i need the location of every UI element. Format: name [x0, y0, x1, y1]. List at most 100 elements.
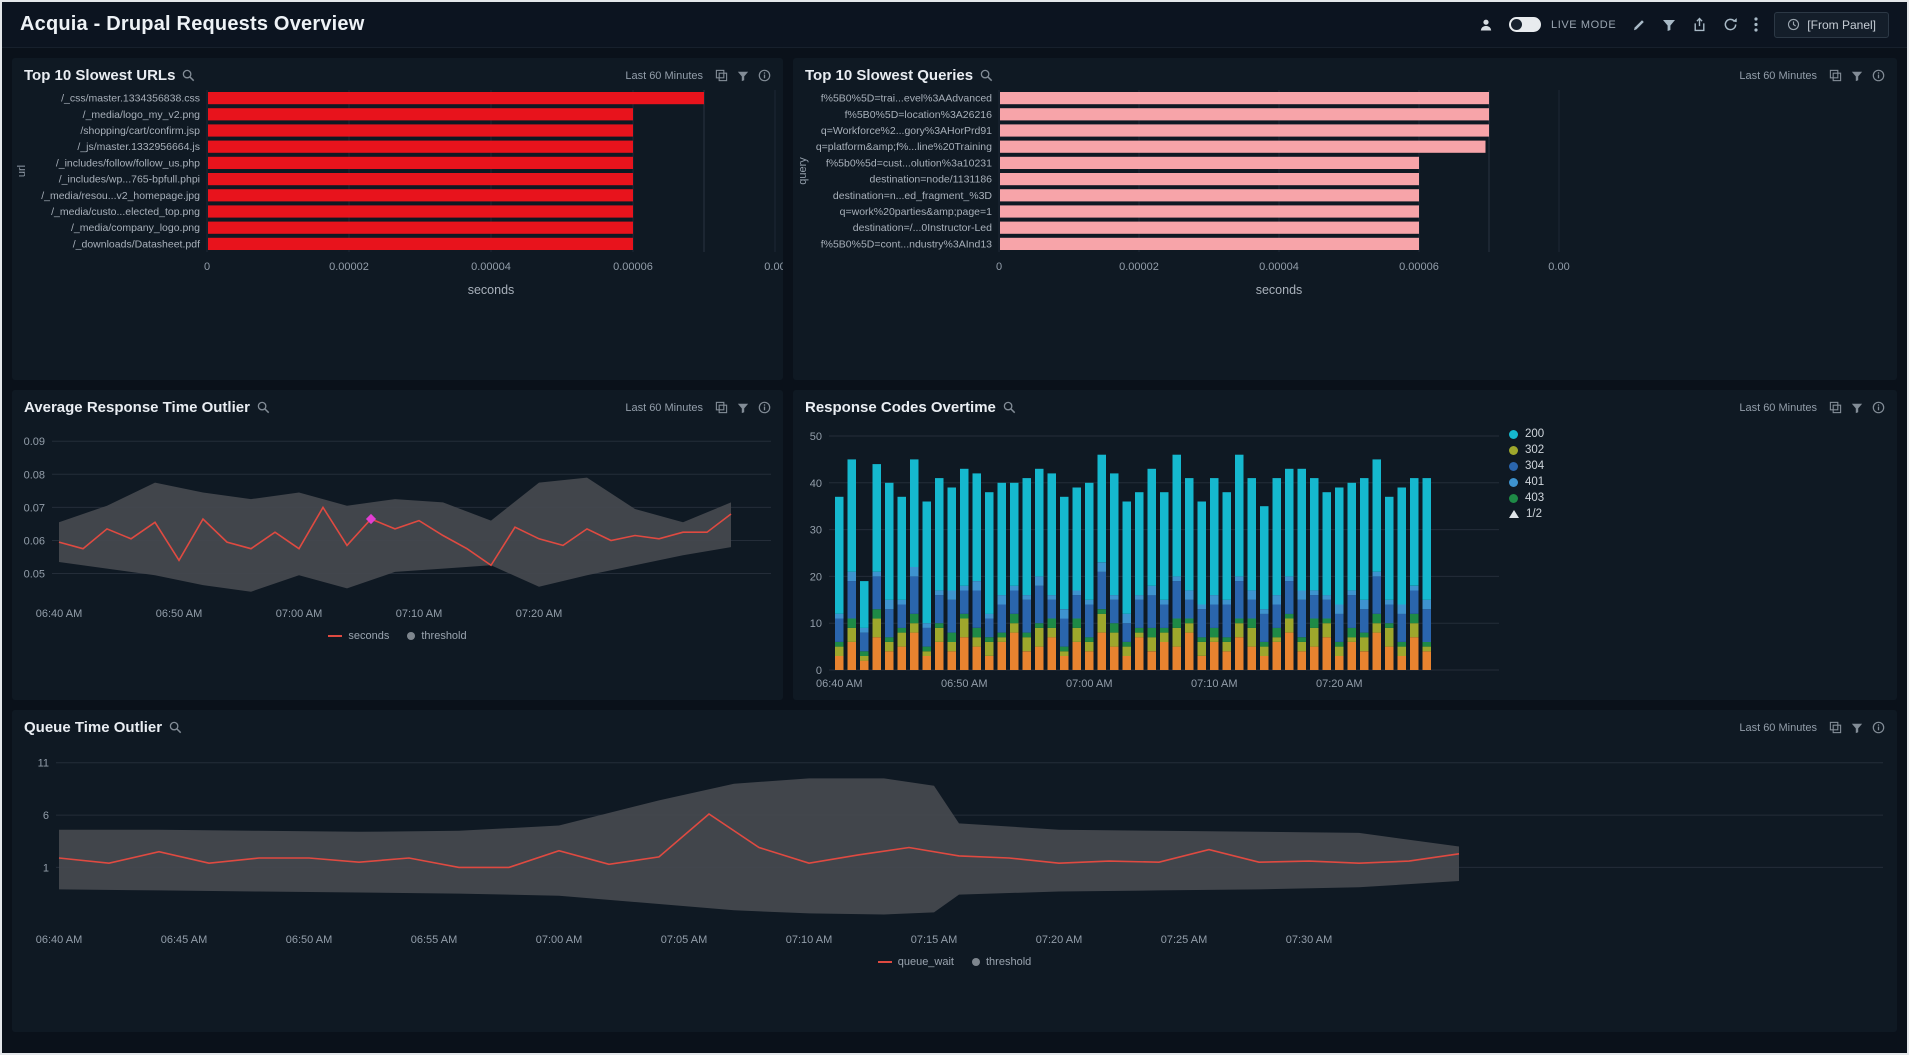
refresh-icon[interactable] [1723, 17, 1738, 32]
toggle-knob [1510, 19, 1522, 30]
response-time-chart[interactable]: 0.05 0.06 0.07 0.08 0.09 06:40 AM 06:50 AM 07:0… [12, 420, 783, 626]
svg-text:07:20 AM: 07:20 AM [516, 608, 562, 620]
svg-text:1: 1 [43, 862, 49, 874]
svg-text:destination=n...ed_fragment_%3: destination=n...ed_fragment_%3D [833, 190, 992, 202]
info-icon[interactable] [758, 69, 771, 82]
legend-item-401[interactable]: 401 [1509, 476, 1544, 488]
compare-icon[interactable] [1829, 401, 1842, 414]
legend-dot [1509, 493, 1518, 503]
dashboard-grid: Top 10 Slowest URLs Last 60 Minutes /_cs… [2, 48, 1907, 1042]
magnify-icon[interactable] [257, 401, 270, 414]
panel-response-time: Average Response Time Outlier Last 60 Mi… [12, 390, 783, 700]
slowest-urls-chart[interactable]: /_css/master.1334356838.css /_media/logo_… [12, 88, 786, 372]
legend-item-seconds[interactable]: seconds [328, 630, 389, 642]
legend-item-threshold[interactable]: threshold [407, 630, 467, 642]
svg-text:/_media/custo...elected_top.pn: /_media/custo...elected_top.png [51, 206, 200, 218]
svg-text:07:00 AM: 07:00 AM [276, 608, 322, 620]
panel-filter-icon[interactable] [737, 70, 749, 82]
svg-text:07:20 AM: 07:20 AM [1036, 934, 1082, 946]
svg-text:07:20 AM: 07:20 AM [1316, 678, 1362, 690]
svg-text:40: 40 [810, 478, 822, 490]
legend-item-queue-wait[interactable]: queue_wait [877, 956, 954, 968]
compare-icon[interactable] [1829, 69, 1842, 82]
queue-time-chart[interactable]: 1 6 11 06:40 AM 06:45 AM 06:50 AM 06:55 AM 07:0… [12, 740, 1897, 952]
svg-text:06:55 AM: 06:55 AM [411, 934, 457, 946]
legend-line-swatch [328, 635, 343, 637]
svg-text:30: 30 [810, 525, 822, 537]
svg-text:0.00006: 0.00006 [613, 261, 653, 273]
svg-text:07:10 AM: 07:10 AM [786, 934, 832, 946]
legend-label: seconds [348, 630, 390, 642]
legend-dot [1509, 445, 1518, 455]
panel-title: Response Codes Overtime [805, 399, 996, 416]
magnify-icon[interactable] [169, 721, 182, 734]
legend-dot [1509, 477, 1518, 487]
legend-label: 304 [1525, 460, 1545, 472]
compare-icon[interactable] [1829, 721, 1842, 734]
legend-item-200[interactable]: 200 [1509, 428, 1544, 440]
panel-filter-icon[interactable] [1851, 722, 1863, 734]
share-icon[interactable] [1692, 17, 1707, 32]
panel-title: Average Response Time Outlier [24, 399, 250, 416]
compare-icon[interactable] [715, 69, 728, 82]
svg-text:06:50 AM: 06:50 AM [156, 608, 202, 620]
legend-dot [407, 632, 416, 640]
compare-icon[interactable] [715, 401, 728, 414]
svg-text:06:40 AM: 06:40 AM [36, 608, 82, 620]
outlier-chart-svg: 1 6 11 06:40 AM 06:45 AM 06:50 AM 06:55 AM 07:0… [36, 758, 1883, 946]
legend-item-403[interactable]: 403 [1509, 492, 1544, 504]
panel-filter-icon[interactable] [1851, 70, 1863, 82]
legend-label: queue_wait [897, 956, 954, 968]
clock-icon [1787, 18, 1800, 31]
legend-item-302[interactable]: 302 [1509, 444, 1544, 456]
hbar-chart-svg: /_css/master.1334356838.css /_media/logo_… [16, 90, 786, 297]
live-mode-toggle[interactable] [1508, 17, 1541, 32]
info-icon[interactable] [758, 401, 771, 414]
magnify-icon[interactable] [1003, 401, 1016, 414]
response-codes-chart[interactable]: 200 302 304 401 403 1/2 0 10 20 30 40 50 06:40 AM 06… [793, 420, 1897, 692]
magnify-icon[interactable] [980, 69, 993, 82]
svg-text:07:00 AM: 07:00 AM [536, 934, 582, 946]
svg-text:/_css/master.1334356838.css: /_css/master.1334356838.css [61, 93, 200, 105]
user-icon[interactable] [1479, 18, 1493, 32]
svg-text:0: 0 [996, 261, 1002, 273]
legend-dot [1509, 429, 1518, 439]
edit-icon[interactable] [1632, 18, 1646, 32]
queue-time-legend: queue_wait threshold [12, 952, 1897, 972]
legend-item-threshold[interactable]: threshold [972, 956, 1031, 968]
svg-text:0.08: 0.08 [24, 469, 45, 481]
response-codes-legend: 200 302 304 401 403 1/2 [1509, 428, 1544, 520]
top-bar-actions: LIVE MODE [From Panel] [1479, 11, 1889, 38]
legend-item-1-2[interactable]: 1/2 [1509, 508, 1544, 520]
magnify-icon[interactable] [182, 69, 195, 82]
filter-icon[interactable] [1662, 18, 1676, 32]
svg-text:07:25 AM: 07:25 AM [1161, 934, 1207, 946]
outlier-chart-svg: 0.05 0.06 0.07 0.08 0.09 06:40 AM 06:50 AM 07:0… [24, 436, 771, 620]
svg-text:10: 10 [810, 618, 822, 630]
svg-text:0.05: 0.05 [24, 569, 45, 581]
svg-text:/_media/company_logo.png: /_media/company_logo.png [71, 222, 200, 234]
info-icon[interactable] [1872, 721, 1885, 734]
slowest-queries-chart[interactable]: f%5B0%5D=trai...evel%3AAdvanced f%5B0%5D=… [793, 88, 1897, 372]
svg-text:seconds: seconds [1256, 283, 1303, 297]
legend-item-304[interactable]: 304 [1509, 460, 1544, 472]
svg-text:seconds: seconds [468, 283, 515, 297]
panel-filter-icon[interactable] [1851, 402, 1863, 414]
svg-text:query: query [797, 157, 809, 185]
svg-text:06:40 AM: 06:40 AM [816, 678, 862, 690]
top-bar: Acquia - Drupal Requests Overview LIVE M… [2, 2, 1907, 48]
svg-text:/_downloads/Datasheet.pdf: /_downloads/Datasheet.pdf [73, 238, 200, 250]
svg-text:destination=/...0Instructor-Le: destination=/...0Instructor-Led [853, 222, 992, 234]
legend-label: 403 [1525, 492, 1545, 504]
time-range-label: Last 60 Minutes [1739, 721, 1817, 734]
svg-text:11: 11 [38, 758, 49, 770]
svg-text:07:00 AM: 07:00 AM [1066, 678, 1112, 690]
svg-text:/_includes/follow/follow_us.ph: /_includes/follow/follow_us.php [56, 157, 200, 169]
legend-label: 302 [1525, 444, 1545, 456]
svg-text:q=Workforce%2...gory%3AHorPrd9: q=Workforce%2...gory%3AHorPrd91 [821, 125, 992, 137]
info-icon[interactable] [1872, 69, 1885, 82]
info-icon[interactable] [1872, 401, 1885, 414]
more-options-icon[interactable] [1754, 17, 1758, 32]
from-panel-button[interactable]: [From Panel] [1774, 11, 1889, 38]
panel-filter-icon[interactable] [737, 402, 749, 414]
